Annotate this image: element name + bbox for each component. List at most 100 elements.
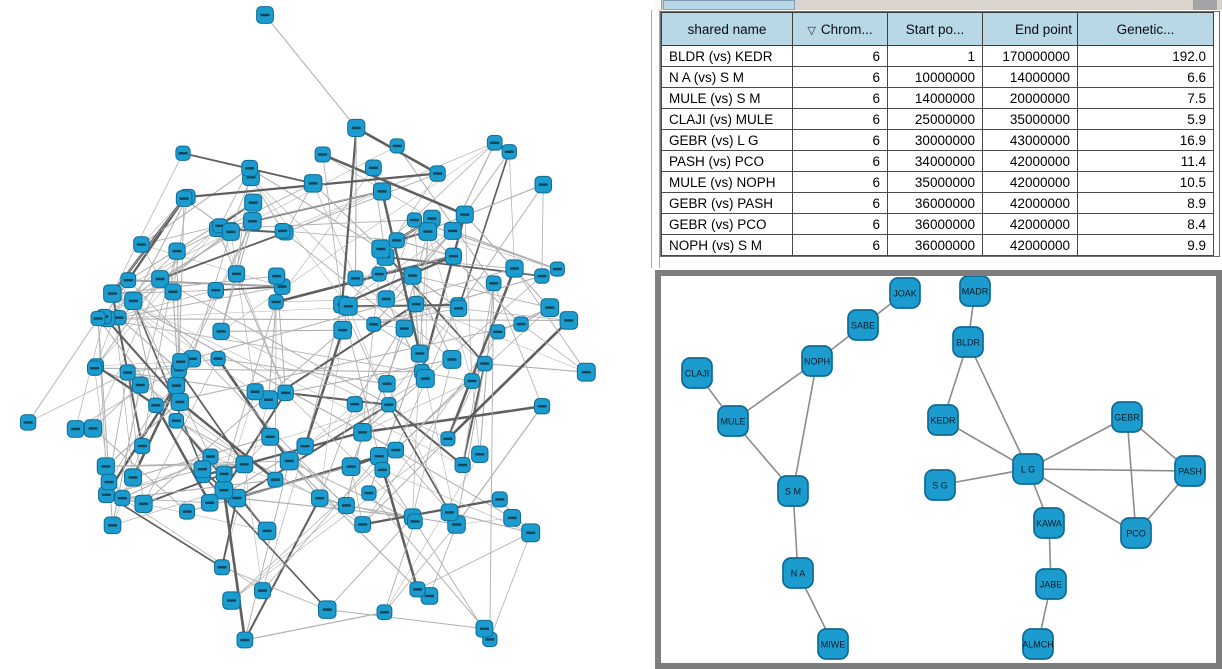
overview-node[interactable] <box>131 376 149 394</box>
subnetwork-node-gebr[interactable]: GEBR <box>1111 401 1143 433</box>
overview-node[interactable] <box>455 205 474 224</box>
table-row[interactable]: N A (vs) S M 6 10000000 14000000 6.6 <box>661 66 1214 88</box>
table-cell[interactable]: 8.9 <box>1077 192 1214 214</box>
table-cell[interactable]: 42000000 <box>982 234 1078 256</box>
overview-edge[interactable] <box>420 214 466 373</box>
overview-edge[interactable] <box>249 167 382 250</box>
overview-node[interactable] <box>227 265 246 283</box>
overview-edge[interactable] <box>220 142 495 332</box>
table-cell[interactable]: 42000000 <box>982 171 1078 193</box>
overview-node[interactable] <box>277 384 294 402</box>
overview-edge[interactable] <box>362 438 449 525</box>
overview-edge[interactable] <box>377 455 419 590</box>
overview-edge[interactable] <box>457 151 511 309</box>
overview-node[interactable] <box>374 462 391 478</box>
table-cell[interactable]: BLDR (vs) KEDR <box>661 45 793 67</box>
overview-edge[interactable] <box>285 173 438 233</box>
table-cell[interactable]: MULE (vs) S M <box>661 87 793 109</box>
overview-node[interactable] <box>172 353 190 371</box>
overview-edge[interactable] <box>155 323 522 406</box>
overview-node[interactable] <box>213 559 231 576</box>
overview-node[interactable] <box>406 212 423 228</box>
overview-edge[interactable] <box>105 463 245 467</box>
overview-edge[interactable] <box>221 566 328 611</box>
overview-edge[interactable] <box>132 436 271 478</box>
overview-node[interactable] <box>408 296 425 313</box>
overview-edge[interactable] <box>396 239 454 257</box>
overview-node[interactable] <box>486 134 503 151</box>
overview-node[interactable] <box>317 600 337 619</box>
overview-node[interactable] <box>246 383 264 401</box>
overview-edge[interactable] <box>411 275 421 354</box>
overview-node[interactable] <box>236 631 254 649</box>
overview-edge[interactable] <box>285 191 383 233</box>
overview-edge[interactable] <box>378 273 486 364</box>
table-cell[interactable]: 192.0 <box>1077 45 1214 67</box>
table-cell[interactable]: 42000000 <box>982 150 1078 172</box>
table-cell[interactable]: 25000000 <box>887 108 983 130</box>
table-cell[interactable]: 6 <box>792 87 888 109</box>
overview-node[interactable] <box>202 448 219 465</box>
scrollbar-right-block[interactable] <box>1193 0 1217 10</box>
overview-node[interactable] <box>257 521 277 541</box>
table-cell[interactable]: PASH (vs) PCO <box>661 150 793 172</box>
overview-edge[interactable] <box>303 329 344 447</box>
overview-node[interactable] <box>442 349 462 369</box>
overview-edge[interactable] <box>244 611 385 641</box>
subnetwork-node-s-g[interactable]: S G <box>924 469 956 501</box>
overview-edge[interactable] <box>178 198 185 371</box>
overview-node[interactable] <box>338 296 358 316</box>
overview-edge[interactable] <box>215 285 283 292</box>
overview-node[interactable] <box>103 284 122 303</box>
overview-node[interactable] <box>559 311 579 330</box>
overview-node[interactable] <box>341 457 361 476</box>
overview-edge[interactable] <box>419 231 429 354</box>
overview-node[interactable] <box>267 471 284 488</box>
table-cell[interactable]: 30000000 <box>887 129 983 151</box>
table-row[interactable]: MULE (vs) NOPH 6 35000000 42000000 10.5 <box>661 171 1214 193</box>
overview-node[interactable] <box>534 175 552 194</box>
overview-node[interactable] <box>540 298 560 317</box>
overview-edge[interactable] <box>127 372 256 393</box>
overview-node[interactable] <box>235 455 254 474</box>
overview-edge[interactable] <box>112 153 184 294</box>
table-cell[interactable]: 6 <box>792 213 888 235</box>
overview-node[interactable] <box>501 144 517 160</box>
overview-edge[interactable] <box>456 363 486 525</box>
overview-edge[interactable] <box>385 219 415 300</box>
overview-edge[interactable] <box>417 532 531 590</box>
overview-edge[interactable] <box>103 315 181 403</box>
overview-node[interactable] <box>175 190 193 207</box>
subnetwork-node-kawa[interactable]: KAWA <box>1033 507 1065 539</box>
overview-node[interactable] <box>200 494 219 512</box>
overview-edge[interactable] <box>95 365 157 407</box>
scrollbar-thumb[interactable] <box>663 0 795 10</box>
overview-node[interactable] <box>371 239 391 259</box>
overview-edge[interactable] <box>412 275 550 309</box>
overview-node[interactable] <box>347 270 364 287</box>
overview-edge[interactable] <box>222 489 247 641</box>
subnetwork-canvas[interactable]: JOAK MADR SABE BLDR NOPH CLAJI MULE KEDR GEBR L G… <box>661 276 1216 663</box>
overview-edge[interactable] <box>362 273 380 433</box>
table-cell[interactable]: 34000000 <box>887 150 983 172</box>
overview-edge[interactable] <box>285 391 389 406</box>
table-cell[interactable]: 6 <box>792 45 888 67</box>
table-cell[interactable]: 6 <box>792 150 888 172</box>
overview-node[interactable] <box>241 159 259 177</box>
table-cell[interactable]: 11.4 <box>1077 150 1214 172</box>
table-cell[interactable]: 6 <box>792 129 888 151</box>
horizontal-scrollbar[interactable] <box>655 0 1222 10</box>
overview-edge[interactable] <box>326 516 413 610</box>
subnetwork-edge[interactable] <box>967 341 1029 470</box>
overview-node[interactable] <box>477 355 493 372</box>
overview-node[interactable] <box>148 397 164 414</box>
overview-edge[interactable] <box>489 283 495 640</box>
subnetwork-node-s-m[interactable]: S M <box>777 475 809 507</box>
overview-edge[interactable] <box>218 358 388 385</box>
overview-edge[interactable] <box>231 505 347 601</box>
overview-node[interactable] <box>410 344 429 363</box>
subnetwork-node-joak[interactable]: JOAK <box>889 277 921 309</box>
column-header-start-point[interactable]: Start po... <box>887 12 983 46</box>
overview-edge[interactable] <box>395 449 450 513</box>
overview-edge[interactable] <box>412 359 453 518</box>
